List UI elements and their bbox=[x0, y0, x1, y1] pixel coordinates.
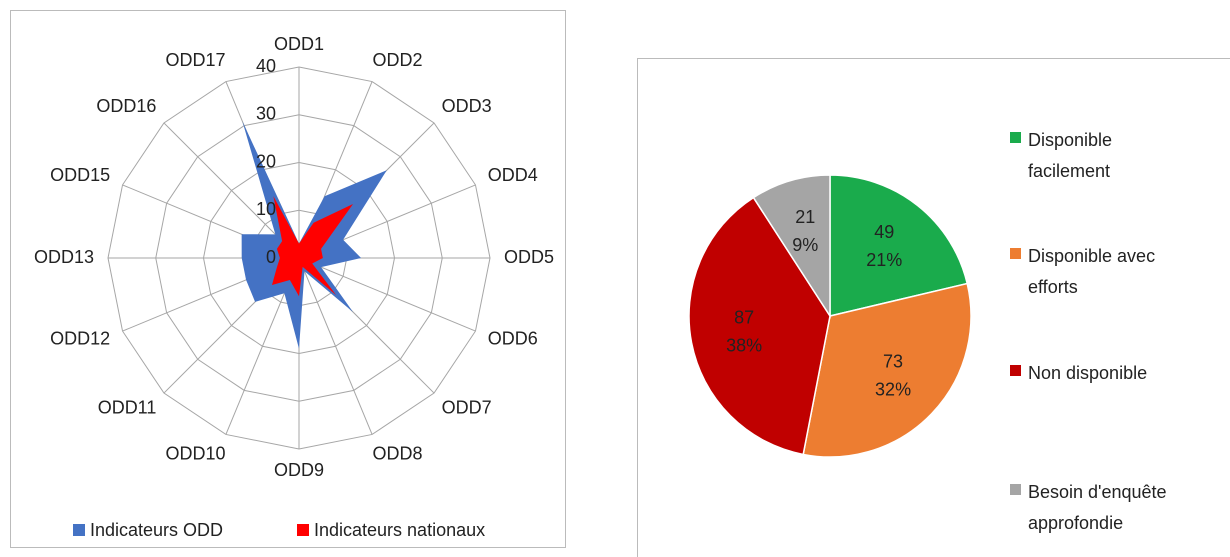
category-label: ODD3 bbox=[442, 96, 492, 116]
slice-value: 21 bbox=[795, 207, 815, 227]
legend-swatch bbox=[1010, 132, 1021, 143]
legend-label: Non disponible bbox=[1028, 363, 1148, 383]
r-tick-label: 20 bbox=[256, 151, 276, 171]
slice-value: 73 bbox=[883, 351, 903, 371]
slice-percent: 9% bbox=[792, 235, 818, 255]
pie-slice bbox=[802, 282, 972, 458]
r-tick-label: 10 bbox=[256, 199, 276, 219]
pie-slice bbox=[752, 174, 831, 319]
category-label: ODD4 bbox=[488, 165, 538, 185]
legend-swatch bbox=[73, 524, 85, 536]
category-label: ODD16 bbox=[96, 96, 156, 116]
category-label: ODD13 bbox=[34, 247, 94, 267]
legend-label: Besoin d'enquête approfondie bbox=[1028, 482, 1167, 533]
r-tick-label: 40 bbox=[256, 56, 276, 76]
category-label: ODD10 bbox=[165, 444, 225, 464]
category-label: ODD1 bbox=[274, 34, 324, 54]
legend-swatch bbox=[1010, 484, 1021, 495]
category-label: ODD17 bbox=[165, 50, 225, 70]
slice-value: 87 bbox=[734, 307, 754, 327]
legend-label: Disponible avec efforts bbox=[1028, 246, 1156, 297]
category-label: ODD8 bbox=[373, 444, 423, 464]
spoke bbox=[298, 257, 373, 435]
legend-label: Indicateurs nationaux bbox=[314, 520, 485, 540]
category-label: ODD5 bbox=[504, 247, 554, 267]
category-label: ODD15 bbox=[50, 165, 110, 185]
category-label: ODD2 bbox=[373, 50, 423, 70]
legend-label: Indicateurs ODD bbox=[90, 520, 223, 540]
slice-percent: 38% bbox=[726, 335, 762, 355]
category-label: ODD11 bbox=[98, 397, 157, 417]
category-label: ODD6 bbox=[488, 328, 538, 348]
pie-frame bbox=[637, 58, 1230, 557]
r-tick-label: 0 bbox=[266, 247, 276, 267]
legend-swatch bbox=[1010, 365, 1021, 376]
radar-frame bbox=[10, 10, 566, 548]
slice-percent: 32% bbox=[875, 379, 911, 399]
legend-swatch bbox=[297, 524, 309, 536]
category-label: ODD9 bbox=[274, 460, 324, 480]
spoke bbox=[298, 257, 476, 332]
legend-swatch bbox=[1010, 248, 1021, 259]
category-label: ODD12 bbox=[50, 328, 110, 348]
category-label: ODD7 bbox=[442, 397, 492, 417]
slice-percent: 21% bbox=[866, 250, 902, 270]
radar-area bbox=[271, 196, 354, 297]
r-tick-label: 30 bbox=[256, 104, 276, 124]
pie-slice bbox=[829, 174, 969, 317]
slice-value: 49 bbox=[874, 222, 894, 242]
legend-label: Disponible facilement bbox=[1028, 130, 1113, 181]
